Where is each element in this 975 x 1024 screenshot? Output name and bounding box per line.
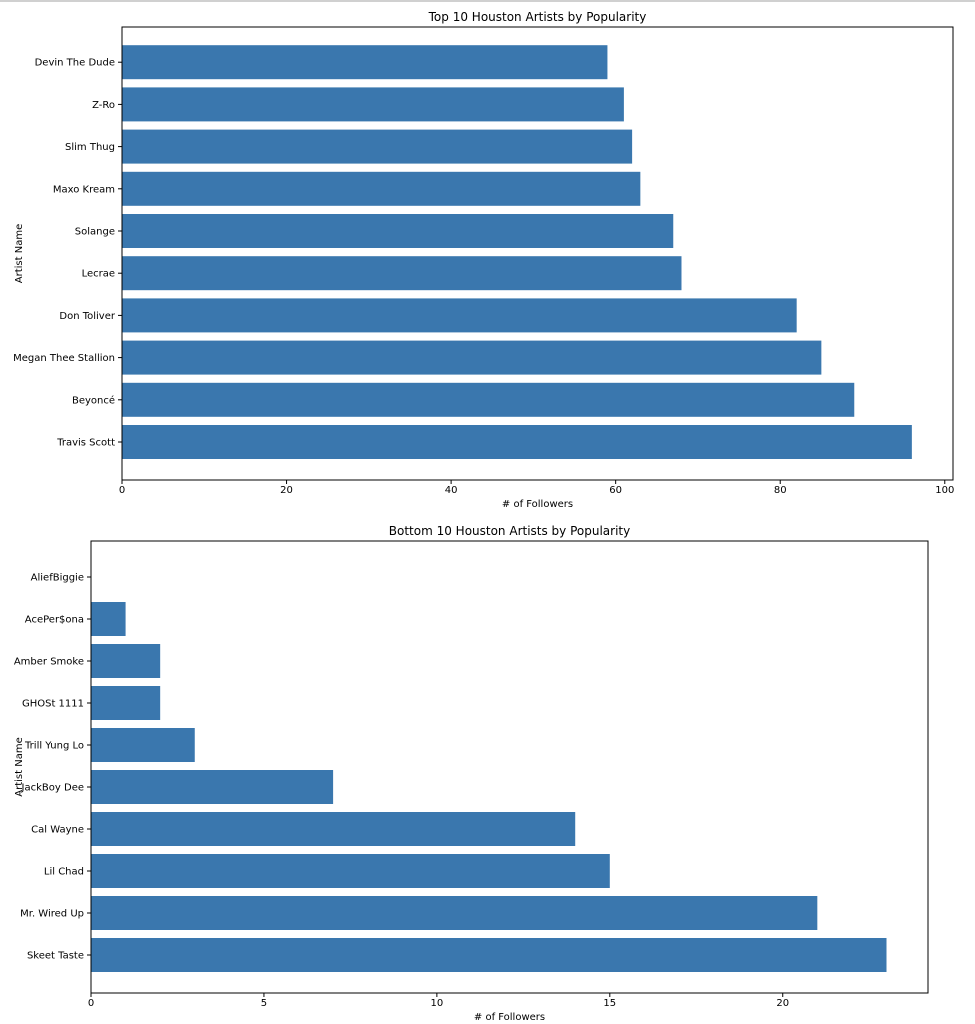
bottom-chart-frame <box>90 540 929 994</box>
bottom-chart-bar <box>91 728 195 762</box>
top-chart-ytick-label: Z-Ro <box>92 100 115 111</box>
top-chart-ylabel: Artist Name <box>14 224 25 283</box>
top-chart-ytick-label: Don Toliver <box>59 311 115 322</box>
bottom-chart-ytick-label: AliefBiggie <box>31 573 84 584</box>
top-chart-ytick-label: Lecrae <box>82 269 115 280</box>
bottom-chart-bar <box>91 812 576 846</box>
bottom-chart-ytick-label: GHOSt 1111 <box>22 699 84 710</box>
bottom-chart-xtick-label: 15 <box>603 998 616 1009</box>
bottom-chart-bar <box>91 602 126 636</box>
bottom-chart-ytick-label: Mr. Wired Up <box>20 909 84 920</box>
bottom-chart-bar <box>91 938 887 972</box>
top-chart-bar <box>122 171 641 206</box>
bottom-chart-title: Bottom 10 Houston Artists by Popularity <box>389 524 630 538</box>
top-chart-xtick-label: 80 <box>774 485 787 496</box>
top-chart-bar <box>122 382 855 417</box>
top-chart-ytick-label: Slim Thug <box>65 142 115 153</box>
bottom-chart-xlabel: # of Followers <box>474 1012 545 1023</box>
bottom-chart-xtick-label: 0 <box>88 998 94 1009</box>
top-chart-xtick-label: 40 <box>445 485 458 496</box>
top-chart-bar <box>122 425 912 459</box>
top-chart-bar <box>122 298 797 333</box>
top-chart-bar <box>122 256 682 291</box>
top-chart-xlabel: # of Followers <box>502 499 573 510</box>
bottom-chart-xtick-label: 5 <box>261 998 267 1009</box>
top-chart-bar <box>122 340 822 375</box>
bottom-chart-ytick-label: Cal Wayne <box>31 825 84 836</box>
top-chart-ytick-label: Devin The Dude <box>35 58 115 69</box>
bottom-chart-bar <box>91 896 818 930</box>
top-chart-ytick-label: Maxo Kream <box>53 184 115 195</box>
bottom-chart-bar <box>91 854 610 888</box>
top-chart-ytick-label: Beyoncé <box>72 394 115 406</box>
top-chart-ytick-label: Solange <box>75 227 115 238</box>
bottom-chart-ytick-label: Skeet Taste <box>27 951 84 962</box>
top-chart-bar <box>122 214 674 248</box>
top-chart-bar <box>122 45 608 80</box>
bottom-chart-xtick-label: 10 <box>431 998 444 1009</box>
top-chart-frame <box>121 26 954 481</box>
bottom-chart-ytick-label: JackBoy Dee <box>21 783 84 794</box>
bottom-chart-bar <box>91 770 334 804</box>
top-chart-xtick-label: 20 <box>280 485 293 496</box>
top-chart-bar <box>122 87 624 122</box>
top-chart-xtick-label: 0 <box>119 485 125 496</box>
top-chart-ytick-label: Megan Thee Stallion <box>13 353 115 364</box>
bottom-chart-ylabel: Artist Name <box>14 737 25 796</box>
top-divider <box>0 0 975 2</box>
bottom-chart-bar <box>91 686 161 720</box>
top-chart-bar <box>122 129 633 164</box>
top-chart-ytick-label: Travis Scott <box>56 438 115 449</box>
top-chart-xtick-label: 100 <box>935 485 954 496</box>
bottom-chart-xtick-label: 20 <box>776 998 789 1009</box>
bottom-chart-ytick-label: Trill Yung Lo <box>24 741 84 752</box>
bottom-chart-ytick-label: AcePer$ona <box>25 615 84 626</box>
top-chart-title: Top 10 Houston Artists by Popularity <box>428 10 647 24</box>
bottom-chart-bar <box>91 644 161 678</box>
top-chart-xtick-label: 60 <box>609 485 622 496</box>
bottom-chart-ytick-label: Amber Smoke <box>14 657 84 668</box>
bottom-chart-ytick-label: Lil Chad <box>44 867 84 878</box>
